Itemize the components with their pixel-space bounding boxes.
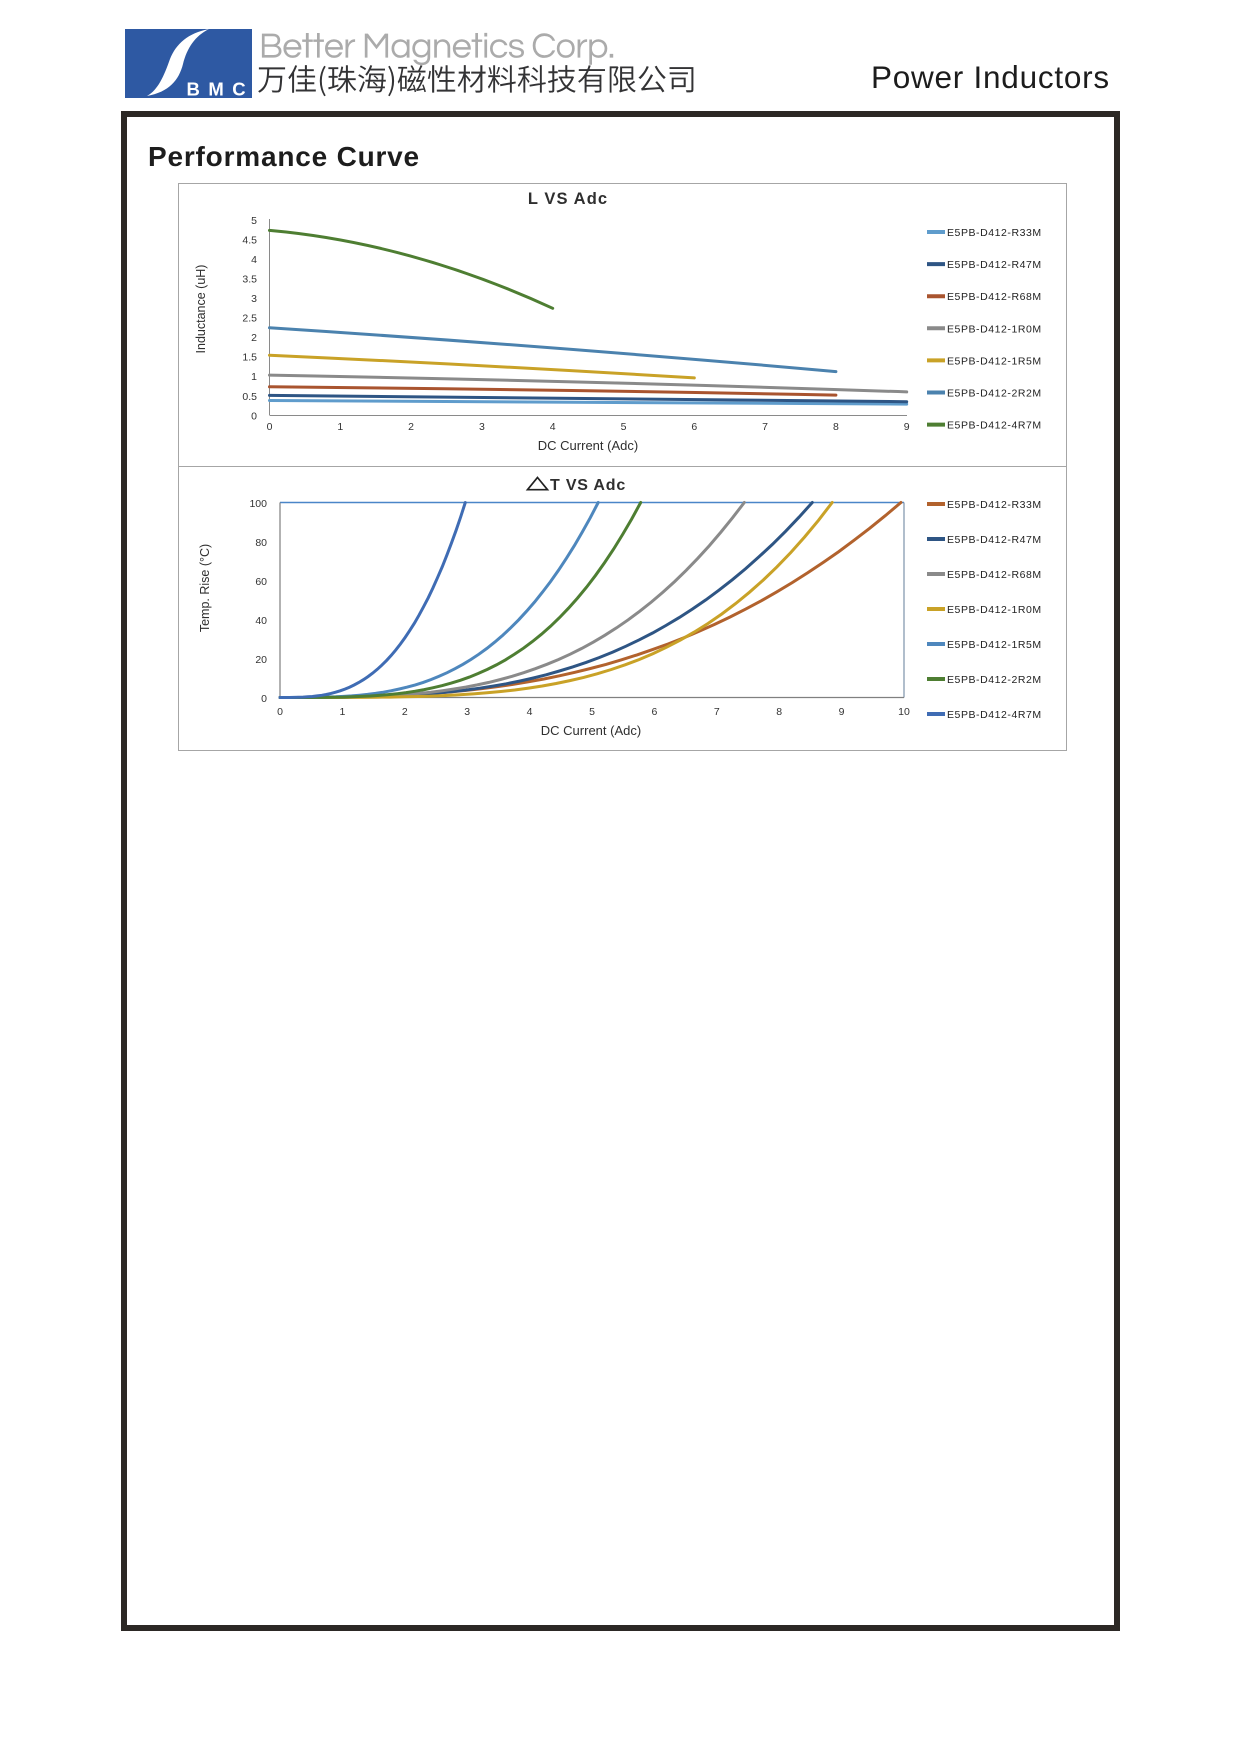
svg-text:E5PB-D412-1R0M: E5PB-D412-1R0M [947, 323, 1042, 335]
svg-text:6: 6 [691, 421, 697, 433]
svg-text:20: 20 [255, 654, 267, 666]
svg-text:1.5: 1.5 [242, 352, 257, 364]
svg-text:2: 2 [408, 421, 414, 433]
svg-text:L VS Adc: L VS Adc [528, 190, 608, 208]
svg-text:4: 4 [251, 254, 257, 266]
svg-text:2: 2 [251, 332, 257, 344]
svg-text:E5PB-D412-R33M: E5PB-D412-R33M [947, 499, 1042, 511]
svg-text:E5PB-D412-R47M: E5PB-D412-R47M [947, 259, 1042, 271]
svg-text:0.5: 0.5 [242, 391, 257, 403]
svg-text:E5PB-D412-2R2M: E5PB-D412-2R2M [947, 674, 1042, 686]
svg-text:2: 2 [402, 706, 408, 718]
svg-text:DC Current (Adc): DC Current (Adc) [538, 438, 638, 453]
svg-text:5: 5 [589, 706, 595, 718]
svg-text:3: 3 [251, 293, 257, 305]
svg-text:5: 5 [251, 215, 257, 227]
svg-text:T VS Adc: T VS Adc [550, 477, 626, 494]
svg-text:1: 1 [337, 421, 343, 433]
svg-text:DC Current (Adc): DC Current (Adc) [541, 723, 641, 738]
svg-text:40: 40 [255, 615, 267, 627]
svg-text:BMC: BMC [187, 79, 253, 99]
svg-text:0: 0 [261, 693, 267, 705]
svg-text:0: 0 [251, 410, 257, 422]
svg-text:100: 100 [249, 498, 267, 510]
svg-text:E5PB-D412-R47M: E5PB-D412-R47M [947, 534, 1042, 546]
svg-text:1: 1 [339, 706, 345, 718]
svg-text:9: 9 [904, 421, 910, 433]
svg-text:1: 1 [251, 371, 257, 383]
svg-text:6: 6 [651, 706, 657, 718]
svg-text:4.5: 4.5 [242, 234, 257, 246]
svg-text:E5PB-D412-R33M: E5PB-D412-R33M [947, 227, 1042, 239]
svg-text:9: 9 [839, 706, 845, 718]
svg-text:3: 3 [479, 421, 485, 433]
svg-text:E5PB-D412-2R2M: E5PB-D412-2R2M [947, 388, 1042, 400]
svg-text:10: 10 [898, 706, 910, 718]
svg-text:0: 0 [277, 706, 283, 718]
svg-text:4: 4 [527, 706, 533, 718]
svg-text:0: 0 [267, 421, 273, 433]
svg-text:7: 7 [714, 706, 720, 718]
svg-text:E5PB-D412-1R5M: E5PB-D412-1R5M [947, 355, 1042, 367]
svg-text:7: 7 [762, 421, 768, 433]
svg-text:80: 80 [255, 537, 267, 549]
svg-text:E5PB-D412-4R7M: E5PB-D412-4R7M [947, 709, 1042, 721]
svg-text:3: 3 [464, 706, 470, 718]
svg-text:8: 8 [833, 421, 839, 433]
svg-text:E5PB-D412-R68M: E5PB-D412-R68M [947, 569, 1042, 581]
svg-text:8: 8 [776, 706, 782, 718]
svg-text:3.5: 3.5 [242, 274, 257, 286]
svg-text:E5PB-D412-R68M: E5PB-D412-R68M [947, 291, 1042, 303]
svg-text:E5PB-D412-1R5M: E5PB-D412-1R5M [947, 639, 1042, 651]
svg-text:Inductance (uH): Inductance (uH) [194, 265, 208, 354]
svg-text:5: 5 [621, 421, 627, 433]
svg-text:E5PB-D412-1R0M: E5PB-D412-1R0M [947, 604, 1042, 616]
svg-text:E5PB-D412-4R7M: E5PB-D412-4R7M [947, 420, 1042, 432]
svg-text:4: 4 [550, 421, 556, 433]
svg-text:Temp. Rise (°C): Temp. Rise (°C) [198, 544, 212, 632]
svg-text:2.5: 2.5 [242, 313, 257, 325]
svg-text:60: 60 [255, 576, 267, 588]
